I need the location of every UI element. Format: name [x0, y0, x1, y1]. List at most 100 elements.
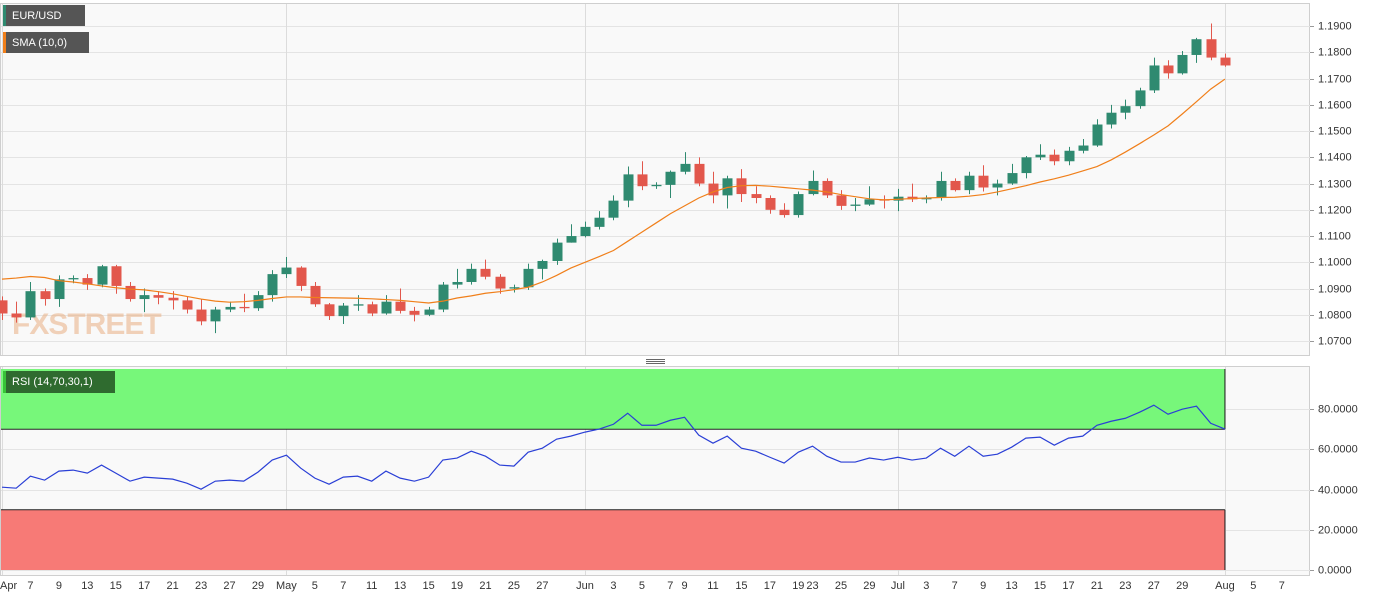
oversold-zone	[1, 509, 1225, 570]
x-tick-label: 17	[764, 580, 776, 592]
candle-body	[836, 195, 847, 206]
candle-body	[864, 199, 875, 205]
candle-body	[495, 276, 506, 289]
x-tick-label: 15	[735, 580, 747, 592]
x-tick-label: 17	[1062, 580, 1074, 592]
x-tick-label: 19	[792, 580, 804, 592]
x-tick-label: 17	[138, 580, 150, 592]
candle-body	[424, 309, 435, 315]
rsi-line	[1, 404, 1226, 490]
x-tick-label: 7	[1279, 580, 1285, 592]
x-tick-label: 15	[1034, 580, 1046, 592]
candle-body	[708, 183, 719, 196]
candle-body	[97, 266, 108, 285]
y-tick-label: 1.1200	[1318, 204, 1352, 216]
candle-body	[509, 287, 520, 289]
candle-body	[580, 226, 591, 237]
candle-body	[808, 180, 819, 195]
x-tick-label: 13	[81, 580, 93, 592]
legend-swatch	[3, 32, 6, 53]
candle-body	[239, 306, 250, 309]
candle-body	[310, 285, 321, 305]
candle-body	[153, 295, 164, 298]
candle-body	[381, 301, 392, 314]
y-tick-label: 1.1300	[1318, 178, 1352, 190]
x-tick-label: 27	[223, 580, 235, 592]
x-tick-label: 25	[835, 580, 847, 592]
legend-swatch	[3, 371, 6, 393]
candle-body	[552, 242, 563, 261]
candle-body	[623, 174, 634, 201]
candle-body	[296, 267, 307, 286]
x-tick-label: 15	[422, 580, 434, 592]
x-tick-label: 5	[1250, 580, 1256, 592]
y-tick-label: 1.1800	[1318, 46, 1352, 58]
x-tick-label: 21	[167, 580, 179, 592]
candle-body	[950, 180, 961, 191]
candle-body	[125, 285, 136, 300]
watermark: FXSTREET	[12, 308, 161, 341]
candle-body	[253, 295, 264, 309]
x-tick-label: 15	[110, 580, 122, 592]
candle-body	[594, 217, 605, 227]
y-tick-label: 20.0000	[1318, 524, 1358, 536]
y-tick-label: 40.0000	[1318, 484, 1358, 496]
legend-box	[3, 5, 85, 26]
x-tick-label: 21	[1091, 580, 1103, 592]
x-tick-label: 9	[980, 580, 986, 592]
y-tick-label: 1.1100	[1318, 230, 1351, 242]
candle-body	[566, 236, 577, 243]
candle-body	[182, 300, 193, 310]
candle-body	[1106, 112, 1117, 125]
x-tick-label: 23	[1119, 580, 1131, 592]
mark-layer	[0, 23, 1231, 490]
x-tick-label: 5	[639, 580, 645, 592]
candle-body	[722, 178, 733, 196]
candle-body	[893, 196, 904, 201]
candle-body	[992, 183, 1003, 188]
legend: EUR/USD SMA (10,0) RSI (14,70,30,1)	[3, 5, 115, 393]
y-tick-label: 1.1400	[1318, 151, 1352, 163]
legend-label: RSI (14,70,30,1)	[12, 376, 93, 388]
candle-body	[1078, 145, 1089, 151]
panel-splitter	[646, 359, 665, 364]
candle-body	[1163, 65, 1174, 74]
candle-body	[978, 175, 989, 188]
candle-body	[438, 284, 449, 310]
candle-body	[921, 198, 932, 200]
candle-body	[765, 198, 776, 210]
x-tick-label: 27	[536, 580, 548, 592]
x-tick-label: 3	[610, 580, 616, 592]
candle-body	[523, 268, 534, 288]
overbought-zone	[1, 369, 1225, 430]
x-tick-label: May	[276, 580, 297, 592]
candle-body	[466, 268, 477, 282]
x-tick-label: 7	[952, 580, 958, 592]
candle-body	[1049, 154, 1060, 162]
legend-label: SMA (10,0)	[12, 37, 67, 49]
candle-body	[651, 184, 662, 187]
x-tick-label: 11	[366, 580, 377, 592]
x-tick-label: 21	[479, 580, 491, 592]
legend-box	[3, 371, 115, 393]
candle-body	[111, 266, 122, 286]
candle-body	[637, 174, 648, 187]
y-tick-label: 1.1000	[1318, 256, 1352, 268]
legend-swatch	[3, 5, 6, 26]
candle-body	[1120, 106, 1131, 113]
candle-body	[1007, 173, 1018, 184]
candle-body	[25, 291, 36, 318]
legend-label: EUR/USD	[12, 10, 62, 22]
x-tick-label: Jun	[576, 580, 594, 592]
y-tick-label: 1.1700	[1318, 73, 1352, 85]
candle-body	[793, 194, 804, 216]
candle-body	[1220, 57, 1231, 66]
candle-body	[409, 310, 420, 315]
candle-body	[168, 297, 179, 301]
candle-body	[694, 163, 705, 184]
candle-body	[665, 171, 676, 185]
x-tick-label: 9	[681, 580, 687, 592]
candle-body	[0, 300, 8, 314]
y-tick-label: 1.1900	[1318, 20, 1352, 32]
